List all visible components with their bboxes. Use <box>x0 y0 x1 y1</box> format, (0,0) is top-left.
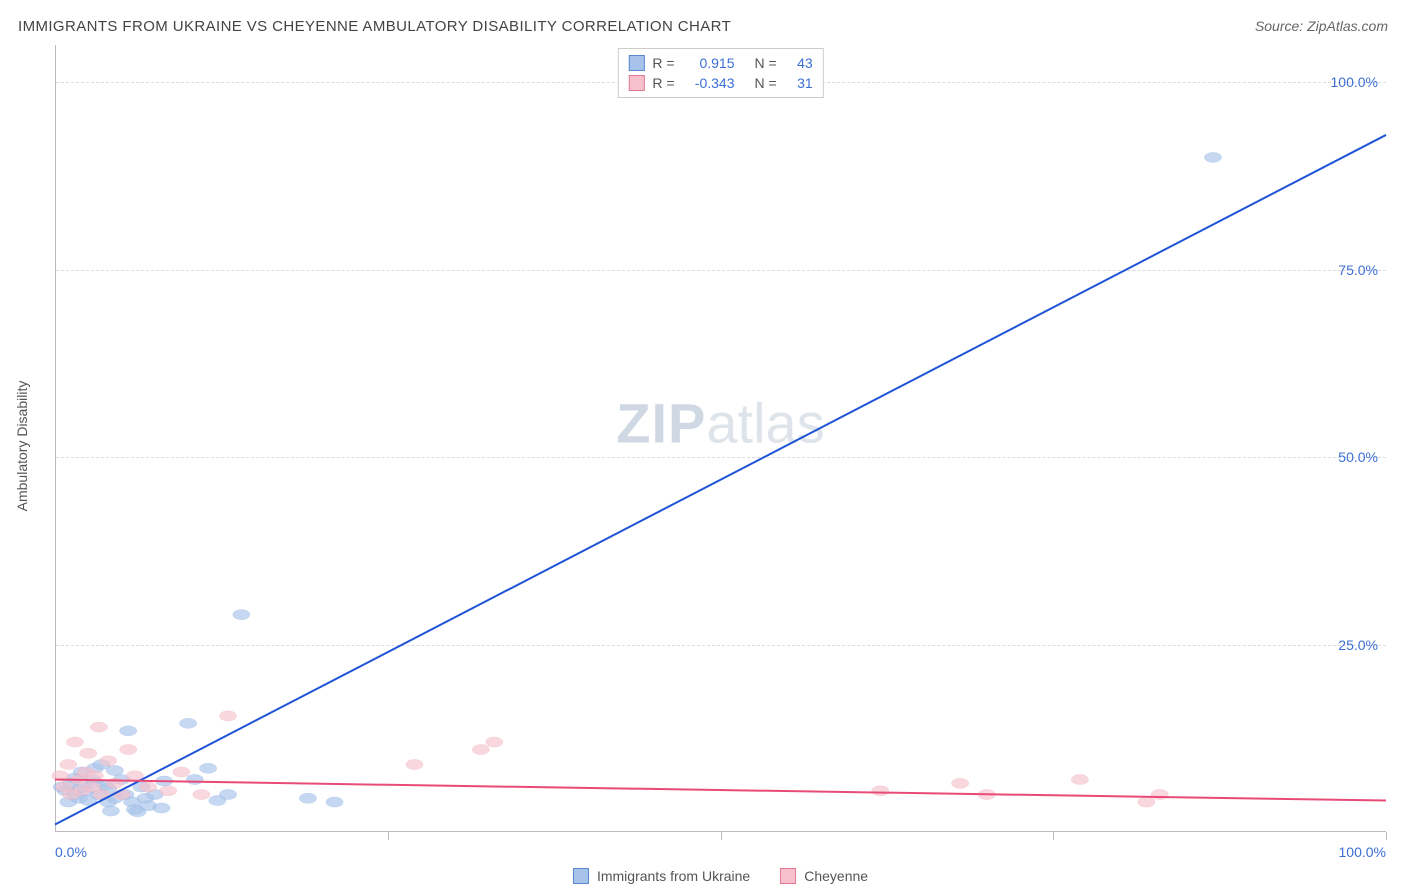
x-tick <box>721 832 722 840</box>
legend-swatch <box>780 868 796 884</box>
r-value: -0.343 <box>683 75 735 91</box>
legend-stat-row: R = -0.343 N = 31 <box>628 73 812 93</box>
x-tick-label: 100.0% <box>1339 844 1386 860</box>
regression-lines-layer <box>55 45 1386 832</box>
legend-series: Immigrants from Ukraine Cheyenne <box>55 868 1386 884</box>
x-tick <box>388 832 389 840</box>
source-attribution: Source: ZipAtlas.com <box>1255 18 1388 35</box>
legend-stat-row: R = 0.915 N = 43 <box>628 53 812 73</box>
r-value: 0.915 <box>683 55 735 71</box>
r-label: R = <box>652 55 674 71</box>
legend-item: Cheyenne <box>780 868 868 884</box>
x-tick-label: 0.0% <box>55 844 87 860</box>
r-label: R = <box>652 75 674 91</box>
legend-correlation-stats: R = 0.915 N = 43 R = -0.343 N = 31 <box>617 48 823 98</box>
legend-label: Cheyenne <box>804 868 868 884</box>
x-tick <box>1053 832 1054 840</box>
legend-swatch <box>628 55 644 71</box>
n-value: 31 <box>785 75 813 91</box>
regression-line <box>55 780 1386 801</box>
y-axis-title: Ambulatory Disability <box>14 381 30 512</box>
legend-swatch <box>573 868 589 884</box>
legend-swatch <box>628 75 644 91</box>
regression-line <box>55 135 1386 825</box>
legend-label: Immigrants from Ukraine <box>597 868 750 884</box>
n-value: 43 <box>785 55 813 71</box>
x-tick <box>1386 832 1387 840</box>
n-label: N = <box>755 75 777 91</box>
legend-item: Immigrants from Ukraine <box>573 868 750 884</box>
chart-title: IMMIGRANTS FROM UKRAINE VS CHEYENNE AMBU… <box>18 18 731 35</box>
plot-area: 25.0%50.0%75.0%100.0% 0.0%100.0% ZIPatla… <box>55 45 1386 832</box>
n-label: N = <box>755 55 777 71</box>
